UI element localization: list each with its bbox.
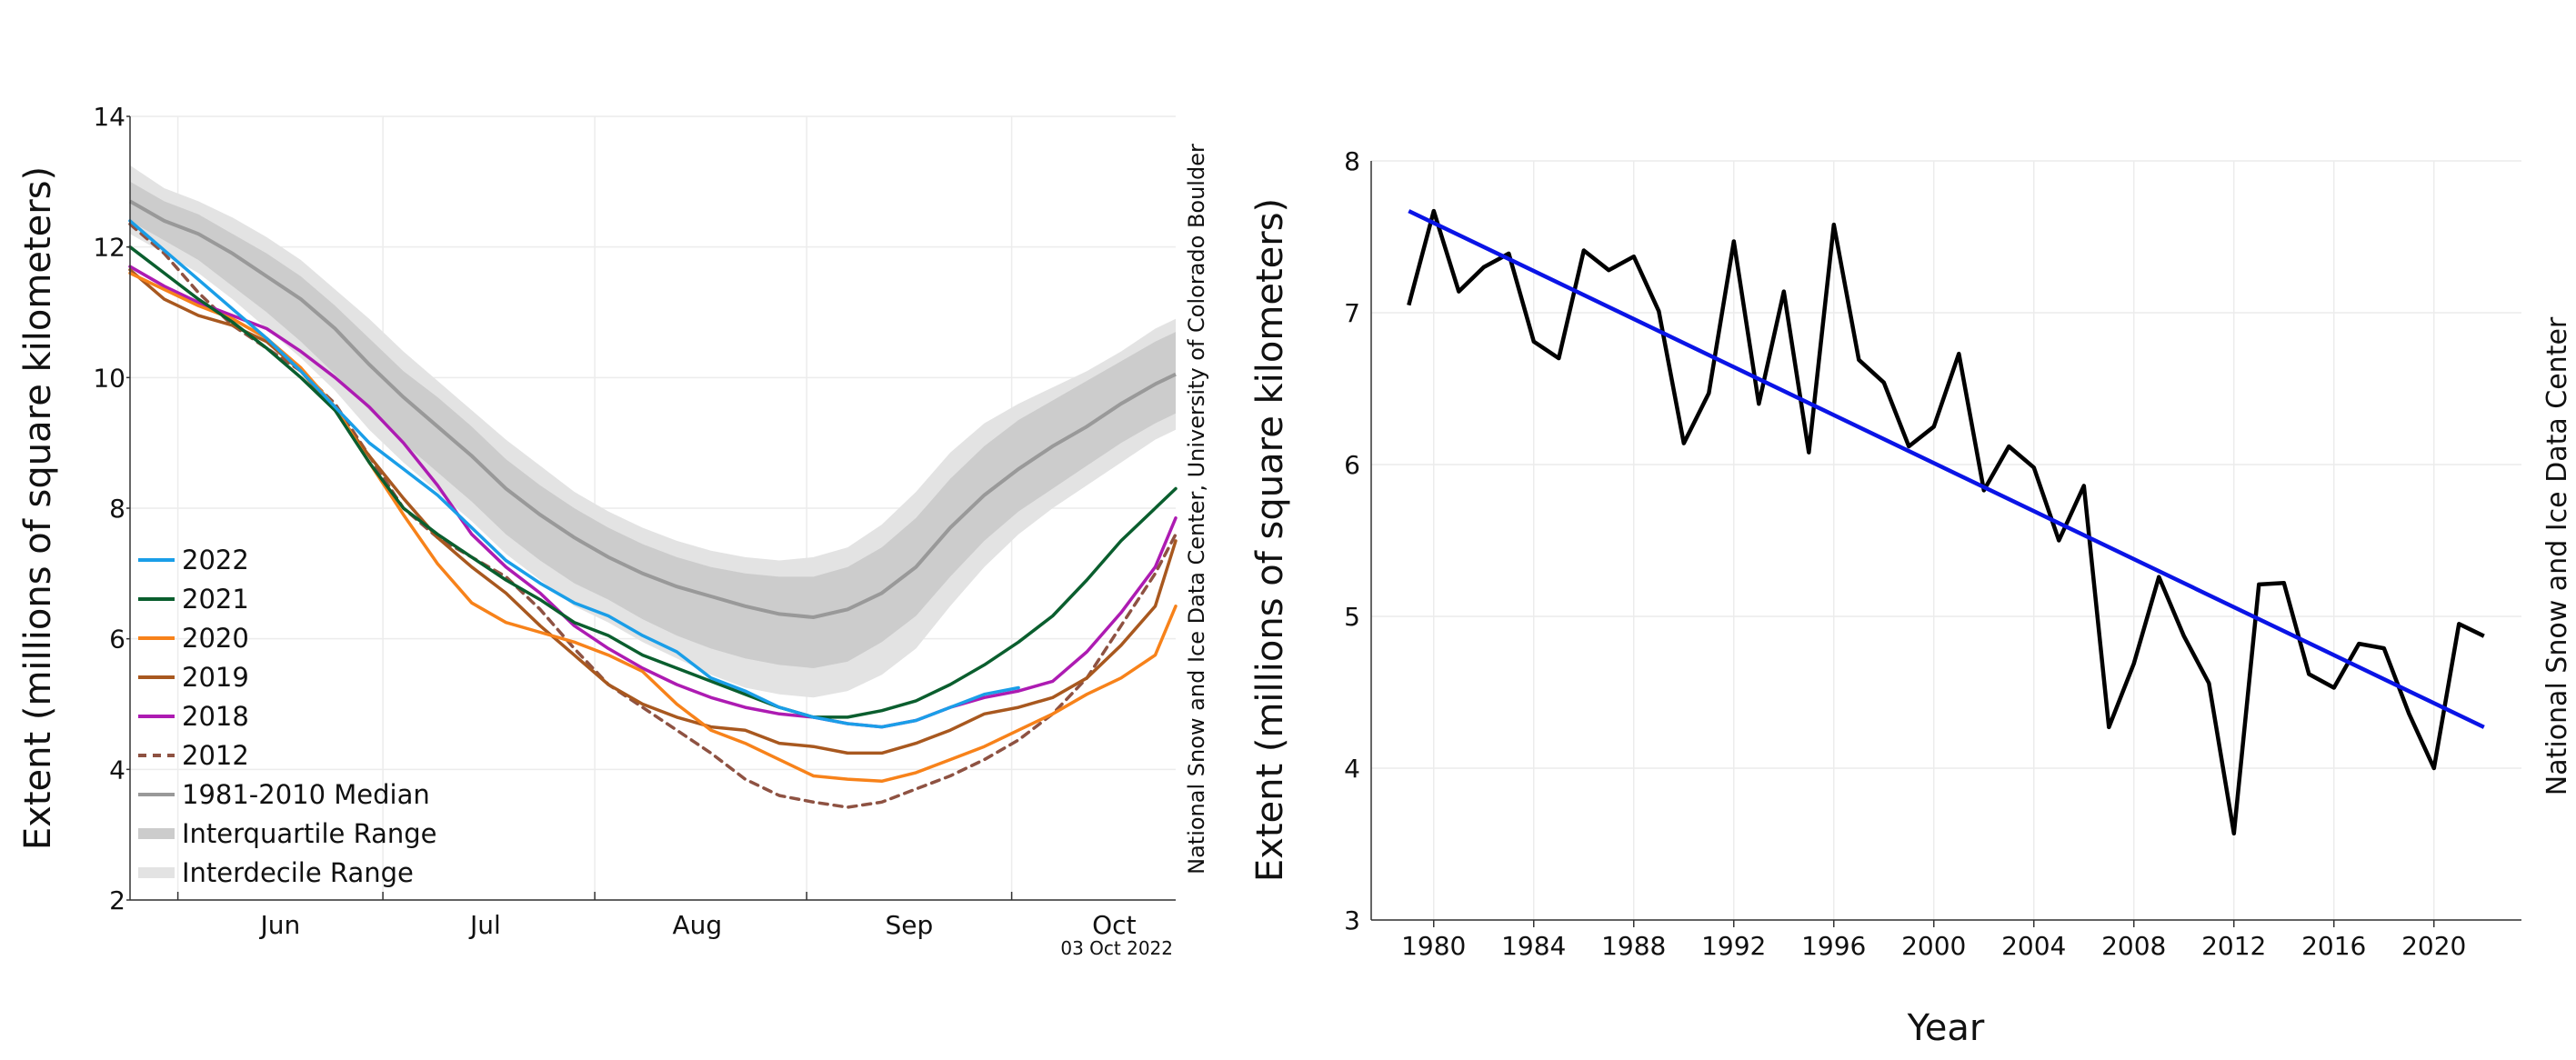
right-x-tick-label: 1980 xyxy=(1401,931,1466,961)
annual-minimum-chart: 3 4 5 6 7 8 1980 1984 1988 1992 1996 2000 2004 2008 2… xyxy=(1249,146,2573,1049)
legend-label-2018: 2018 xyxy=(182,701,249,732)
right-x-tick-label: 2020 xyxy=(2401,931,2466,961)
legend-label-2021: 2021 xyxy=(182,584,249,615)
left-y-tick-label: 4 xyxy=(109,755,125,785)
legend-item-2021: 2021 xyxy=(138,584,249,615)
left-y-tick-label: 6 xyxy=(109,625,125,655)
left-y-axis-title: Extent (millions of square kilometers) xyxy=(17,166,59,850)
right-x-tick-label: 2016 xyxy=(2301,931,2366,961)
legend-label-2012: 2012 xyxy=(182,740,249,771)
right-credit-text: National Snow and Ice Data Center xyxy=(2541,316,2573,795)
right-y-tick-labels: 3 4 5 6 7 8 xyxy=(1344,146,1360,935)
left-date-stamp: 03 Oct 2022 xyxy=(1060,937,1173,959)
left-x-month-labels: Jun Jul Aug Sep Oct xyxy=(176,892,1137,940)
median-line xyxy=(129,199,1177,620)
right-x-tick-label: 1984 xyxy=(1501,931,1566,961)
legend-label-interquartile: Interquartile Range xyxy=(182,818,437,849)
legend-item-2012: 2012 xyxy=(138,740,249,771)
series-line-2022 xyxy=(128,219,1020,729)
right-y-tick-label: 7 xyxy=(1344,298,1360,328)
left-range-bands xyxy=(130,165,1176,698)
legend-label-2020: 2020 xyxy=(182,623,249,654)
daily-extent-chart: 2 4 6 8 10 12 14 Jun Jul Aug Sep Oct Extent (milli… xyxy=(17,102,1209,959)
legend-label-interdecile: Interdecile Range xyxy=(182,857,414,888)
legend-label-median: 1981-2010 Median xyxy=(182,779,430,810)
right-y-tick-label: 6 xyxy=(1344,450,1360,480)
legend-item-2020: 2020 xyxy=(138,623,249,654)
left-x-month-label: Sep xyxy=(885,910,933,940)
series-line-2018 xyxy=(128,265,1178,729)
series-line-2021 xyxy=(128,245,1178,719)
legend-item-median: 1981-2010 Median xyxy=(138,779,430,810)
right-y-tick-label: 8 xyxy=(1344,146,1360,176)
left-x-month-label: Aug xyxy=(673,910,723,940)
left-y-tick-label: 2 xyxy=(109,885,125,915)
left-series-lines xyxy=(128,199,1178,809)
left-y-tick-label: 10 xyxy=(93,363,125,393)
left-y-tick-labels: 2 4 6 8 10 12 14 xyxy=(93,102,130,915)
legend-item-interdecile: Interdecile Range xyxy=(138,857,414,888)
left-y-tick-label: 8 xyxy=(109,494,125,524)
right-y-tick-label: 3 xyxy=(1344,905,1360,935)
right-gridlines xyxy=(1371,160,2521,921)
left-y-tick-label: 14 xyxy=(93,102,125,132)
right-x-tick-label: 1992 xyxy=(1701,931,1766,961)
left-y-tick-label: 12 xyxy=(93,233,125,263)
series-line-2020 xyxy=(128,271,1178,784)
left-legend: 2022 2021 2020 2019 2018 2012 xyxy=(138,545,437,888)
legend-item-2018: 2018 xyxy=(138,701,249,732)
linear-trend-line xyxy=(1408,209,2485,729)
left-x-month-label: Oct xyxy=(1092,910,1136,940)
right-series-lines xyxy=(1407,208,2485,836)
left-x-month-label: Jul xyxy=(468,910,501,940)
right-y-tick-label: 4 xyxy=(1344,754,1360,784)
left-x-month-label: Jun xyxy=(258,910,300,940)
right-y-axis-title: Extent (millions of square kilometers) xyxy=(1249,198,1291,882)
legend-label-2022: 2022 xyxy=(182,545,249,575)
right-axes xyxy=(1370,161,2521,921)
right-x-axis-title: Year xyxy=(1907,1007,1985,1049)
legend-item-2019: 2019 xyxy=(138,662,249,693)
legend-item-2022: 2022 xyxy=(138,545,249,575)
left-credit-text: National Snow and Ice Data Center, Unive… xyxy=(1184,144,1209,875)
right-y-tick-label: 5 xyxy=(1344,602,1360,632)
annual-minimum-extent-line xyxy=(1407,208,2485,836)
right-x-tick-labels: 1980 1984 1988 1992 1996 2000 2004 2008 2012 2016… xyxy=(1401,920,2466,961)
right-x-tick-label: 2000 xyxy=(1901,931,1966,961)
right-x-tick-label: 2008 xyxy=(2101,931,2166,961)
legend-label-2019: 2019 xyxy=(182,662,249,693)
right-x-tick-label: 2004 xyxy=(2001,931,2066,961)
right-x-tick-label: 2012 xyxy=(2201,931,2266,961)
interquartile-range-band xyxy=(130,181,1176,669)
right-x-tick-label: 1996 xyxy=(1801,931,1866,961)
legend-item-interquartile: Interquartile Range xyxy=(138,818,437,849)
left-gridlines xyxy=(130,115,1176,901)
right-x-tick-label: 1988 xyxy=(1601,931,1666,961)
